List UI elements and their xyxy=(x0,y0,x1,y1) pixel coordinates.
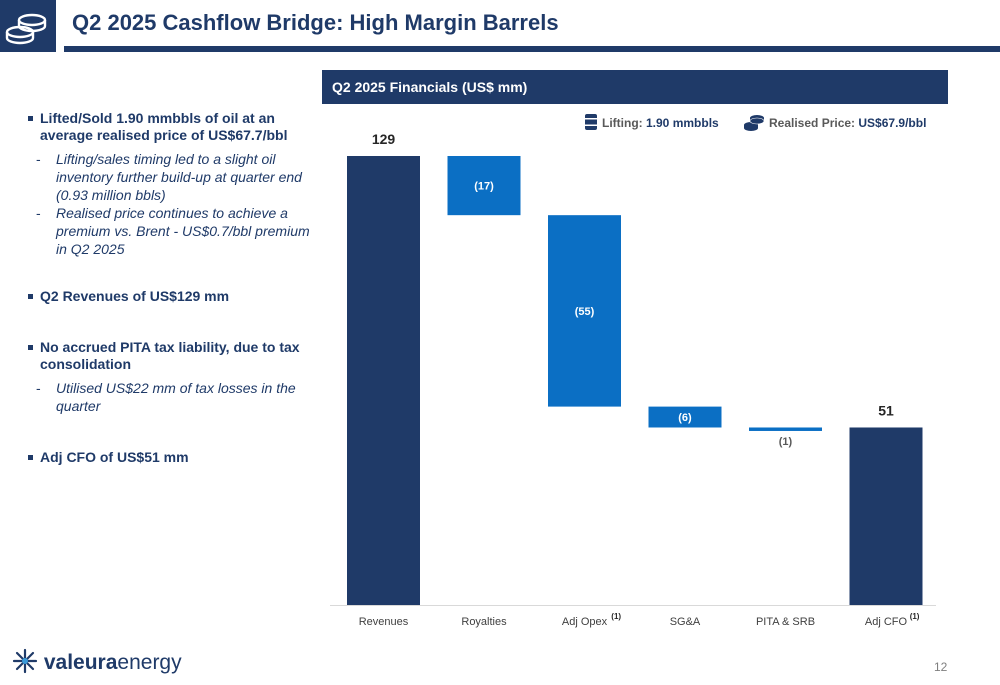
legend-price-value: US$67.9/bbl xyxy=(858,116,927,130)
title-divider xyxy=(64,46,1000,52)
page-number: 12 xyxy=(934,660,948,674)
page-title: Q2 2025 Cashflow Bridge: High Margin Bar… xyxy=(72,10,559,35)
oil-barrel-icon xyxy=(585,114,597,130)
bar-adj-cfo xyxy=(849,427,923,605)
x-tick-label-pita-srb: PITA & SRB xyxy=(756,616,815,628)
x-tick-label-revenues: Revenues xyxy=(359,616,409,628)
sub-bullet-inventory: Lifting/sales timing led to a slight oil… xyxy=(30,150,320,204)
bullet-revenues: Q2 Revenues of US$129 mm xyxy=(28,288,320,305)
legend-price: Realised Price: US$67.9/bbl xyxy=(742,113,926,131)
x-tick-label-adj-opex: Adj Opex xyxy=(562,616,608,628)
bar-revenues xyxy=(347,156,420,605)
header-logo-box xyxy=(0,0,56,52)
bullet-adj-cfo: Adj CFO of US$51 mm xyxy=(28,449,320,466)
bar-adj-opex xyxy=(548,215,621,407)
legend-lifting-value: 1.90 mmbbls xyxy=(646,116,719,130)
legend-lifting-label: Lifting: xyxy=(602,116,643,130)
legend-lifting: Lifting: 1.90 mmbbls xyxy=(584,113,719,131)
bullet-lifted-sold: Lifted/Sold 1.90 mmbbls of oil at an ave… xyxy=(28,110,320,144)
sub-bullet-premium: Realised price continues to achieve a pr… xyxy=(30,204,320,258)
data-label-adj-opex: (55) xyxy=(575,306,595,318)
summary-bullets: Lifted/Sold 1.90 mmbbls of oil at an ave… xyxy=(28,110,320,466)
data-label-adj-cfo: 51 xyxy=(878,402,894,418)
footnote-marker-adj-cfo: (1) xyxy=(910,612,920,621)
valeura-logo: valeuraenergy xyxy=(12,648,182,675)
bar-pita-srb xyxy=(749,427,822,431)
bar-royalties xyxy=(447,156,521,216)
sub-bullet-tax-losses: Utilised US$22 mm of tax losses in the q… xyxy=(30,379,320,415)
coins-icon xyxy=(744,115,765,131)
x-tick-label-royalties: Royalties xyxy=(461,616,507,628)
legend-price-label: Realised Price: xyxy=(769,116,856,130)
logo-suffix: energy xyxy=(117,651,182,674)
data-label-revenues: 129 xyxy=(372,131,396,147)
x-tick-label-adj-cfo: Adj CFO xyxy=(865,616,908,628)
valeura-star-icon xyxy=(12,648,38,674)
x-tick-label-sg-a: SG&A xyxy=(670,616,701,628)
coins-icon xyxy=(5,13,47,45)
chart-panel-title: Q2 2025 Financials (US$ mm) xyxy=(322,70,948,104)
data-label-royalties: (17) xyxy=(474,181,494,193)
footnote-marker-adj-opex: (1) xyxy=(611,612,621,621)
logo-brand: valeura xyxy=(43,651,118,674)
bullet-pita: No accrued PITA tax liability, due to ta… xyxy=(28,339,320,373)
data-label-pita-srb: (1) xyxy=(779,436,793,448)
bar-sg-a xyxy=(648,406,722,428)
data-label-sg-a: (6) xyxy=(678,412,692,424)
